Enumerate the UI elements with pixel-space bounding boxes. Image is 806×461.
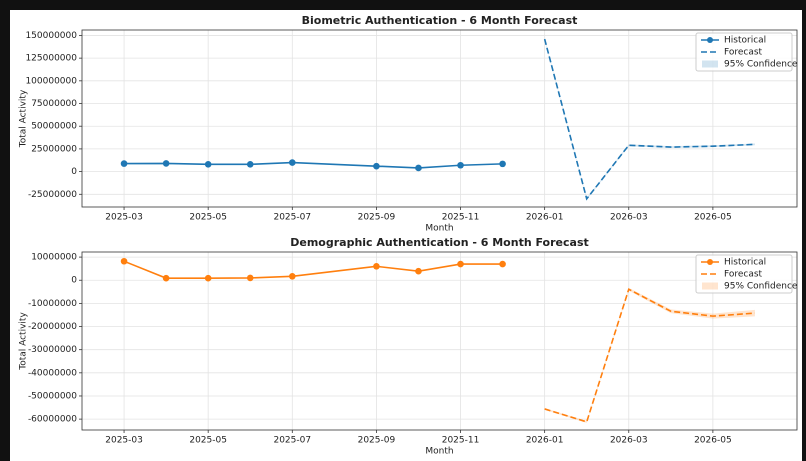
plot-frame	[81, 29, 798, 208]
legend-swatch	[702, 60, 718, 68]
y-tick-label: 0	[71, 167, 77, 177]
x-tick-label: 2025-03	[105, 213, 143, 223]
point	[457, 260, 464, 268]
x-tick-label: 2025-05	[189, 213, 227, 223]
y-tick-label: -50000000	[28, 391, 77, 401]
x-tick-label: 2026-01	[526, 436, 564, 446]
x-tick-label: 2025-07	[273, 213, 311, 223]
x-axis-label: Month	[425, 224, 453, 234]
y-tick-label: 100000000	[25, 76, 77, 86]
x-tick-label: 2025-09	[358, 213, 396, 223]
point	[120, 160, 128, 167]
plot-area	[82, 30, 797, 207]
y-tick-label: -20000000	[28, 322, 77, 332]
x-tick-label: 2025-09	[358, 436, 396, 446]
legend-label: Forecast	[724, 48, 763, 58]
point	[162, 160, 170, 167]
point	[288, 273, 296, 280]
x-axis-label: Month	[425, 447, 453, 457]
plot-area	[82, 252, 797, 430]
series-line	[543, 38, 755, 201]
point	[499, 260, 506, 268]
chart-title: Biometric Authentication - 6 Month Forec…	[302, 14, 578, 27]
legend-swatch	[702, 282, 718, 290]
x-tick-label: 2026-05	[694, 213, 732, 223]
legend-label: 95% Confidence	[724, 282, 798, 292]
y-tick-label: -40000000	[28, 368, 77, 378]
legend-marker	[707, 37, 713, 43]
x-tick-label: 2026-01	[526, 213, 564, 223]
y-axis-label: Total Activity	[19, 312, 29, 371]
point	[373, 263, 380, 270]
point	[246, 161, 254, 168]
y-tick-label: 10000000	[31, 253, 77, 263]
point	[415, 164, 422, 172]
legend-label: Forecast	[724, 270, 763, 280]
y-tick-label: 125000000	[25, 54, 77, 64]
point	[162, 274, 170, 282]
y-tick-label: 150000000	[25, 31, 77, 41]
legend-box	[695, 254, 793, 294]
legend-marker	[707, 259, 713, 265]
y-axis-label: Total Activity	[19, 89, 29, 148]
y-tick-label: 0	[71, 276, 77, 286]
y-tick-label: 75000000	[31, 99, 77, 109]
point	[415, 267, 422, 275]
legend-box	[695, 32, 793, 72]
x-tick-label: 2025-11	[442, 213, 480, 223]
point	[373, 162, 380, 170]
x-tick-label: 2026-03	[610, 436, 648, 446]
point	[288, 159, 296, 166]
legend-label: Historical	[724, 258, 766, 268]
y-tick-label: 25000000	[31, 144, 77, 154]
x-tick-label: 2025-11	[442, 436, 480, 446]
x-tick-label: 2026-05	[694, 436, 732, 446]
x-tick-label: 2025-05	[189, 436, 227, 446]
legend-label: Historical	[724, 36, 766, 46]
point	[204, 274, 212, 282]
point	[120, 257, 128, 265]
confidence-band	[544, 287, 755, 423]
point	[457, 161, 464, 169]
x-tick-label: 2025-03	[105, 436, 143, 446]
y-tick-label: -25000000	[28, 190, 77, 200]
y-tick-label: 50000000	[31, 122, 77, 132]
series-line	[544, 288, 755, 423]
y-tick-label: -30000000	[28, 345, 77, 355]
chart-title: Demographic Authentication - 6 Month For…	[290, 236, 589, 249]
point	[499, 160, 506, 168]
legend-label: 95% Confidence	[724, 60, 798, 70]
point	[246, 274, 254, 282]
point	[204, 161, 212, 168]
y-tick-label: -60000000	[28, 415, 77, 425]
y-tick-label: -10000000	[28, 299, 77, 309]
plot-frame	[81, 251, 798, 431]
x-tick-label: 2026-03	[610, 213, 648, 223]
x-tick-label: 2025-07	[273, 436, 311, 446]
